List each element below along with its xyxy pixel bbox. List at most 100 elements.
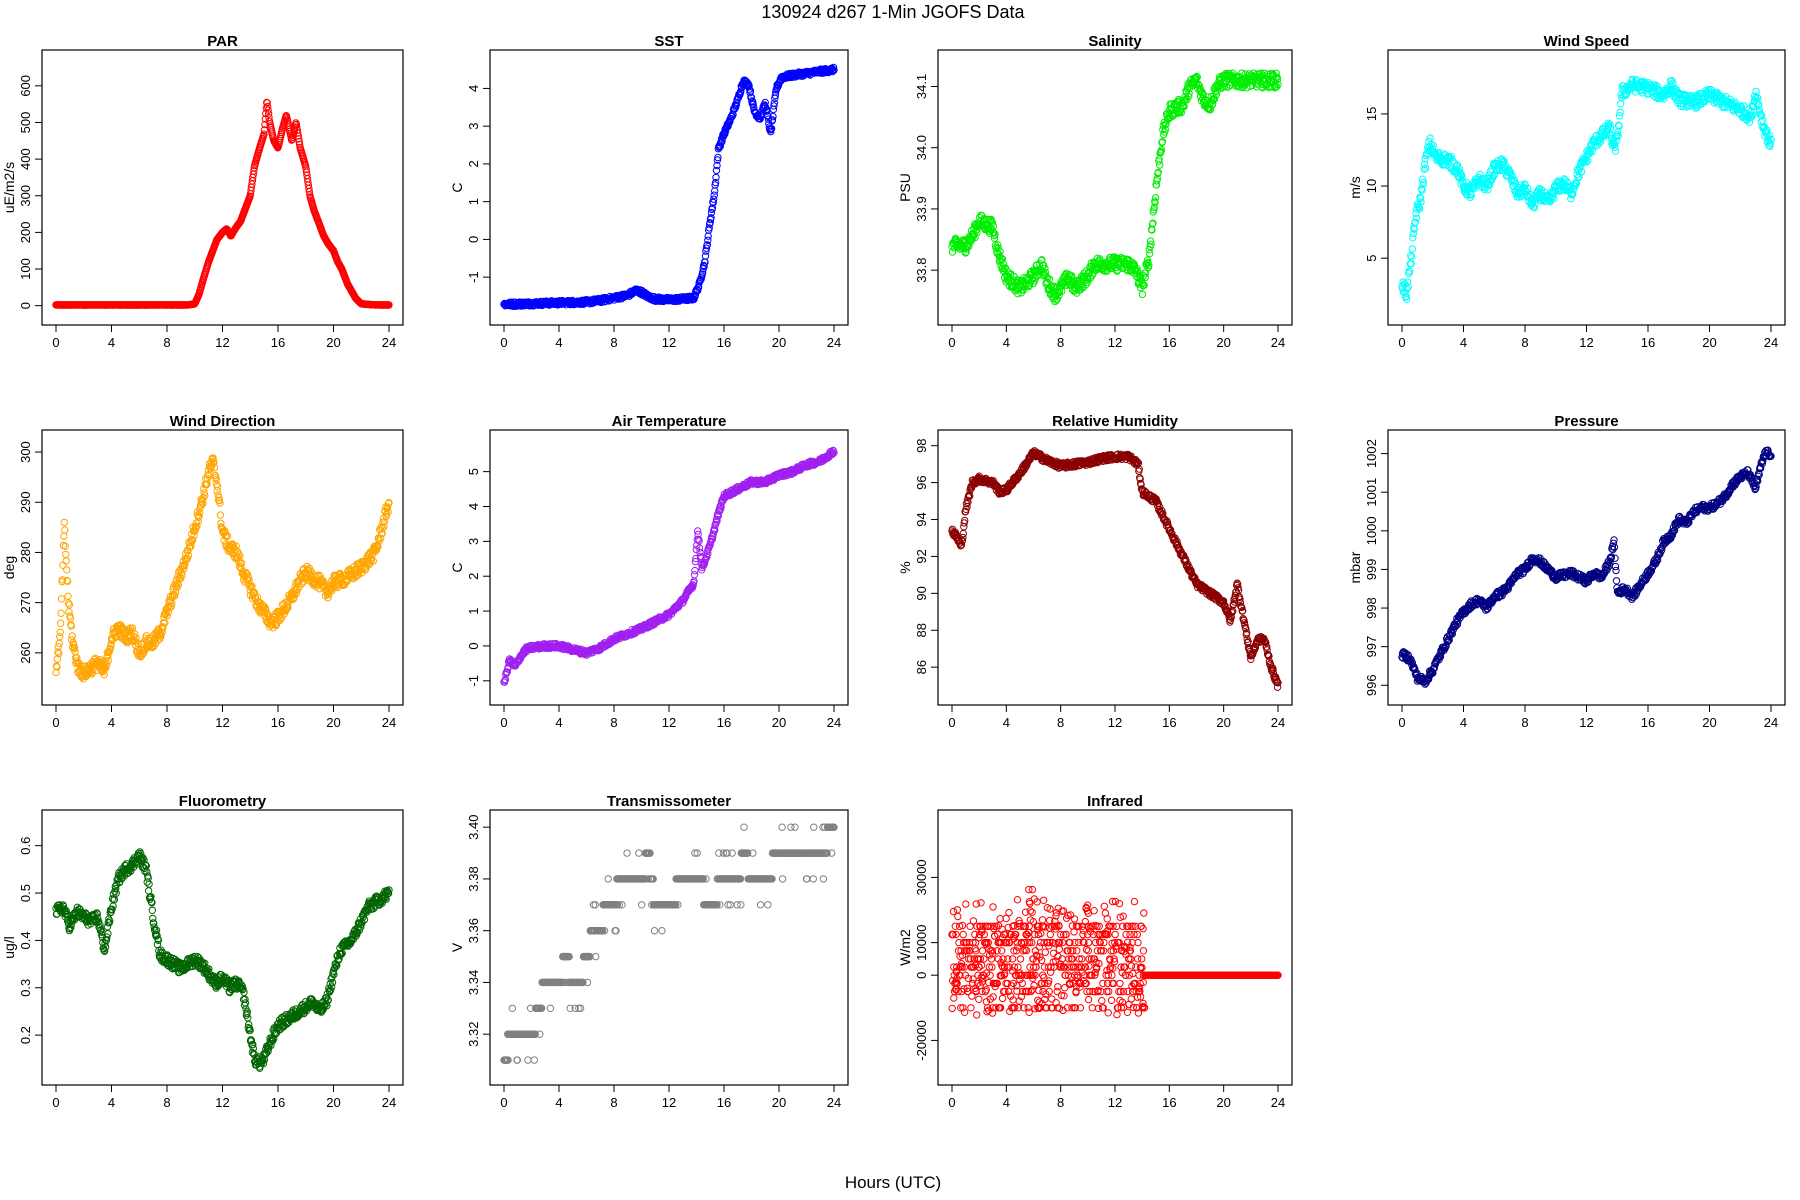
x-tick-label: 8 [163,335,170,350]
y-tick-label: 500 [18,112,33,134]
y-tick-label: 15 [1364,107,1379,121]
y-tick-label: 1 [466,607,481,614]
x-tick-label: 24 [1271,715,1285,730]
y-axis-label-wind-direction: deg [1,556,17,579]
y-axis-label-air-temperature: C [449,562,465,572]
y-tick-label: -1 [466,675,481,687]
y-tick-label: 300 [18,185,33,207]
y-tick-label: 0 [466,236,481,243]
panel-title-relative-humidity: Relative Humidity [1052,413,1179,430]
x-tick-label: 0 [500,335,507,350]
x-tick-label: 8 [610,715,617,730]
y-tick-label: 10 [1364,179,1379,193]
x-tick-label: 16 [271,335,285,350]
data-point [295,135,303,143]
y-tick-label: 300 [18,441,33,463]
data-point [264,102,272,111]
y-tick-label: 400 [18,148,33,170]
series-par [52,98,393,309]
y-tick-label: 34.0 [914,135,929,160]
panel-title-wind-direction: Wind Direction [170,413,276,430]
y-tick-label: 1 [466,198,481,205]
x-tick-label: 4 [1003,335,1010,350]
data-point [263,99,271,107]
x-tick-label: 24 [827,715,841,730]
x-tick-label: 0 [1398,335,1405,350]
data-point [305,188,313,196]
x-tick-label: 12 [662,715,676,730]
x-tick-label: 0 [500,715,507,730]
y-tick-label: 33.8 [914,257,929,282]
x-tick-label: 20 [772,715,786,730]
panel-title-salinity: Salinity [1088,33,1142,50]
x-tick-label: 0 [948,715,955,730]
data-point [264,110,273,118]
x-tick-label: 20 [772,335,786,350]
x-tick-label: 4 [555,715,562,730]
y-axis-label-relative-humidity: % [897,561,913,573]
data-point [293,126,301,135]
y-tick-label: 94 [914,512,929,526]
x-tick-label: 20 [1216,715,1230,730]
x-tick-label: 16 [271,715,285,730]
x-tick-label: 8 [163,715,170,730]
x-tick-label: 12 [215,335,229,350]
plot-frame-par [41,49,404,326]
x-tick-label: 0 [948,335,955,350]
x-tick-label: 0 [52,715,59,730]
data-point [293,123,301,132]
x-tick-label: 16 [717,335,731,350]
x-tick-label: 4 [108,715,115,730]
main-title: 130924 d267 1-Min JGOFS Data [761,2,1025,22]
y-tick-label: 0 [466,642,481,649]
x-tick-label: 16 [1641,335,1655,350]
data-point [260,126,269,134]
data-point [292,120,301,129]
x-tick-label: 8 [1057,335,1064,350]
y-tick-label: 4 [466,503,481,510]
y-tick-label: 3 [466,123,481,130]
y-tick-label: 96 [914,475,929,489]
x-tick-label: 4 [1003,715,1010,730]
y-axis-label-par: uE/m2/s [1,162,17,213]
y-tick-label: 2 [466,573,481,580]
y-axis-label-sst: C [449,182,465,192]
y-tick-label: 33.9 [914,196,929,221]
y-tick-label: 290 [18,491,33,513]
panel-title-sst: SST [654,33,683,50]
x-tick-label: 24 [827,335,841,350]
y-tick-label: 88 [914,623,929,637]
x-axis-title: Hours (UTC) [845,1173,941,1192]
x-tick-label: 24 [382,715,396,730]
x-tick-label: 12 [662,335,676,350]
x-tick-label: 8 [1057,715,1064,730]
x-tick-label: 20 [1216,335,1230,350]
x-tick-label: 8 [1521,335,1528,350]
x-tick-label: 12 [1108,335,1122,350]
x-tick-label: 24 [382,335,396,350]
y-axis-label-wind-speed: m/s [1347,176,1363,199]
y-tick-label: 0 [18,302,33,309]
data-point [294,129,302,137]
x-tick-label: 20 [326,335,340,350]
x-tick-label: 16 [1162,715,1176,730]
x-tick-label: 12 [1108,715,1122,730]
y-tick-label: 98 [914,438,929,452]
y-tick-label: 86 [914,660,929,674]
y-tick-label: 2 [466,160,481,167]
x-tick-label: 20 [326,715,340,730]
y-tick-label: 3 [466,538,481,545]
y-tick-label: 34.1 [914,74,929,99]
data-point [295,138,303,146]
x-tick-label: 16 [1162,335,1176,350]
x-tick-label: 0 [52,335,59,350]
y-tick-label: -1 [466,271,481,283]
y-tick-label: 260 [18,642,33,664]
x-tick-label: 20 [1702,335,1716,350]
y-tick-label: 5 [466,468,481,475]
y-tick-label: 90 [914,586,929,600]
